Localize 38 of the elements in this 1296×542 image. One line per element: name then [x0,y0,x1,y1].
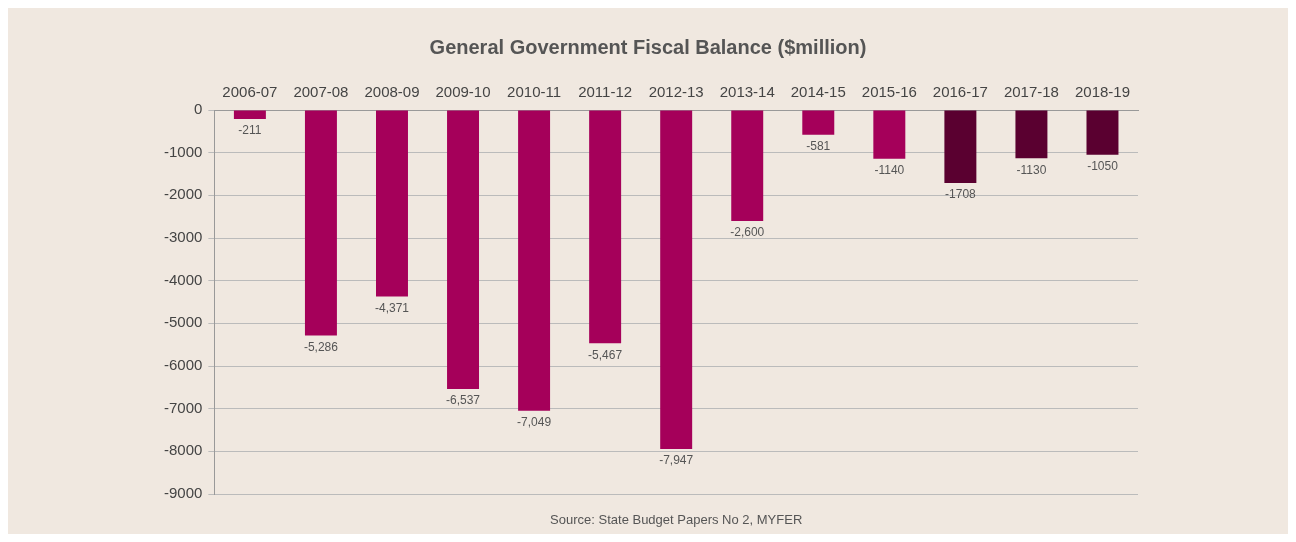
y-tick-label: -7000 [163,398,203,416]
y-tick-label: -3000 [163,228,203,246]
x-tick-label: 2012-13 [648,83,704,101]
x-tick-label: 2018-19 [1074,83,1131,101]
chart-title: General Government Fiscal Balance ($million) [429,35,867,58]
x-tick-label: 2009-10 [435,83,491,101]
y-tick-label: -8000 [163,441,203,459]
x-tick-label: 2008-09 [364,83,420,101]
data-label: -7,049 [517,415,552,430]
y-tick-label: -2000 [163,185,203,203]
data-label: -5,467 [588,347,623,362]
data-label: -581 [806,139,831,154]
y-tick-label: 0 [194,100,203,118]
x-tick-label: 2016-17 [932,83,988,101]
data-label: -4,371 [374,300,410,315]
x-tick-label: 2015-16 [861,83,917,101]
x-tick-label: 2013-14 [719,83,775,101]
data-label: -1708 [945,187,977,202]
x-tick-label: 2011-12 [578,83,633,101]
data-label: -1140 [874,162,905,177]
y-tick-label: -1000 [163,142,203,160]
y-tick-label: -5000 [163,313,203,331]
data-label: -211 [238,123,262,138]
y-tick-label: -4000 [163,270,203,288]
y-tick-label: -9000 [163,484,203,502]
data-label: -5,286 [303,339,339,354]
data-label: -7,947 [659,453,694,468]
x-tick-label: 2010-11 [507,83,562,101]
data-label: -1130 [1016,162,1047,177]
source-note: Source: State Budget Papers No 2, MYFER [550,511,803,527]
x-tick-label: 2006-07 [222,83,278,101]
data-label: -1050 [1087,159,1119,174]
x-tick-label: 2017-18 [1003,83,1059,101]
x-tick-label: 2014-15 [790,83,846,101]
data-label: -6,537 [446,393,481,408]
y-tick-label: -6000 [163,356,203,374]
data-label: -2,600 [730,225,765,240]
x-tick-label: 2007-08 [293,83,349,101]
